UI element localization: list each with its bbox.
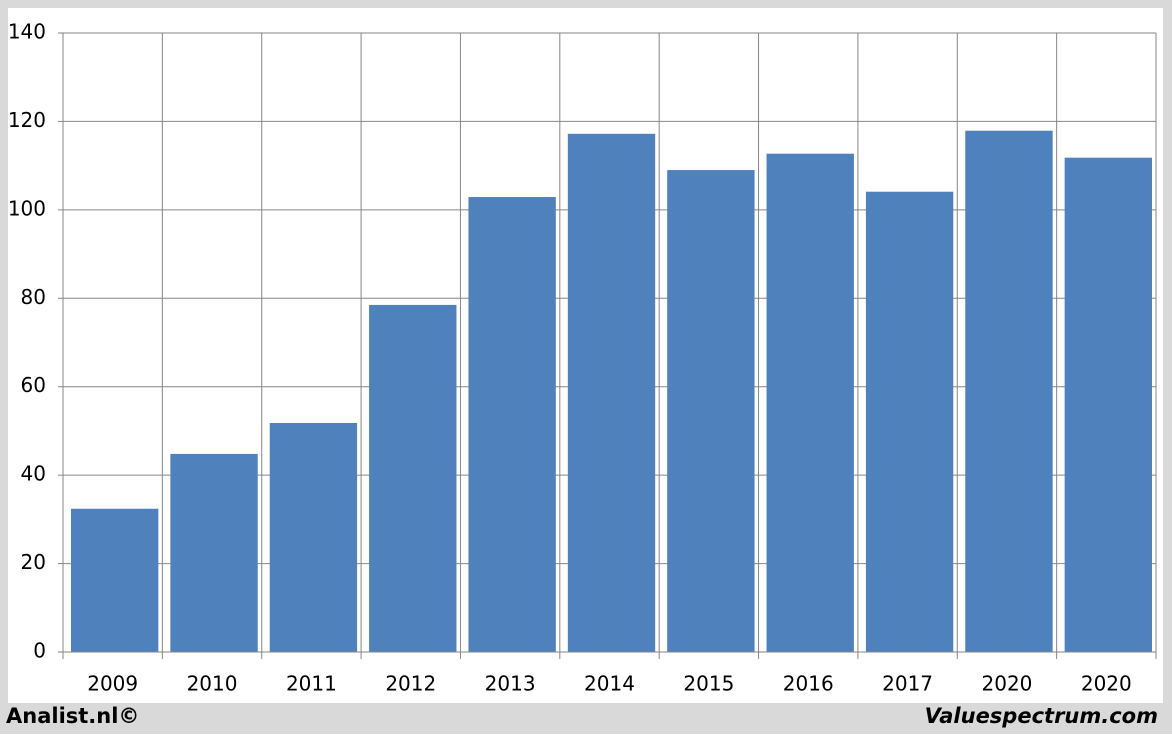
bar — [766, 153, 854, 652]
x-tick-label: 2012 — [385, 672, 436, 696]
y-tick-label: 40 — [21, 462, 46, 486]
bar — [1064, 157, 1152, 653]
x-tick-label: 2015 — [683, 672, 734, 696]
y-tick-label: 0 — [33, 639, 46, 663]
y-tick-label: 120 — [8, 108, 46, 132]
y-tick-label: 20 — [21, 550, 46, 574]
x-tick-label: 2014 — [584, 672, 635, 696]
x-tick-label: 2020 — [1081, 672, 1132, 696]
y-tick-label: 60 — [21, 373, 46, 397]
x-tick-label: 2010 — [187, 672, 238, 696]
bar — [667, 170, 755, 653]
x-tick-label: 2017 — [882, 672, 933, 696]
x-tick-label: 2016 — [783, 672, 834, 696]
x-tick-label: 2020 — [982, 672, 1033, 696]
bar — [965, 130, 1053, 653]
y-tick-label: 140 — [8, 20, 46, 44]
x-tick-label: 2009 — [87, 672, 138, 696]
footer-left: Analist.nl© — [6, 704, 139, 728]
y-tick-label: 80 — [21, 285, 46, 309]
bar — [865, 191, 954, 652]
bar — [269, 422, 358, 652]
bar — [468, 197, 556, 652]
bar — [170, 453, 258, 652]
y-tick-label: 100 — [8, 196, 46, 220]
bar — [369, 304, 457, 652]
bar — [71, 508, 159, 652]
x-tick-label: 2011 — [286, 672, 337, 696]
bar — [567, 133, 656, 652]
footer-right: Valuespectrum.com — [925, 704, 1158, 728]
x-tick-label: 2013 — [485, 672, 536, 696]
